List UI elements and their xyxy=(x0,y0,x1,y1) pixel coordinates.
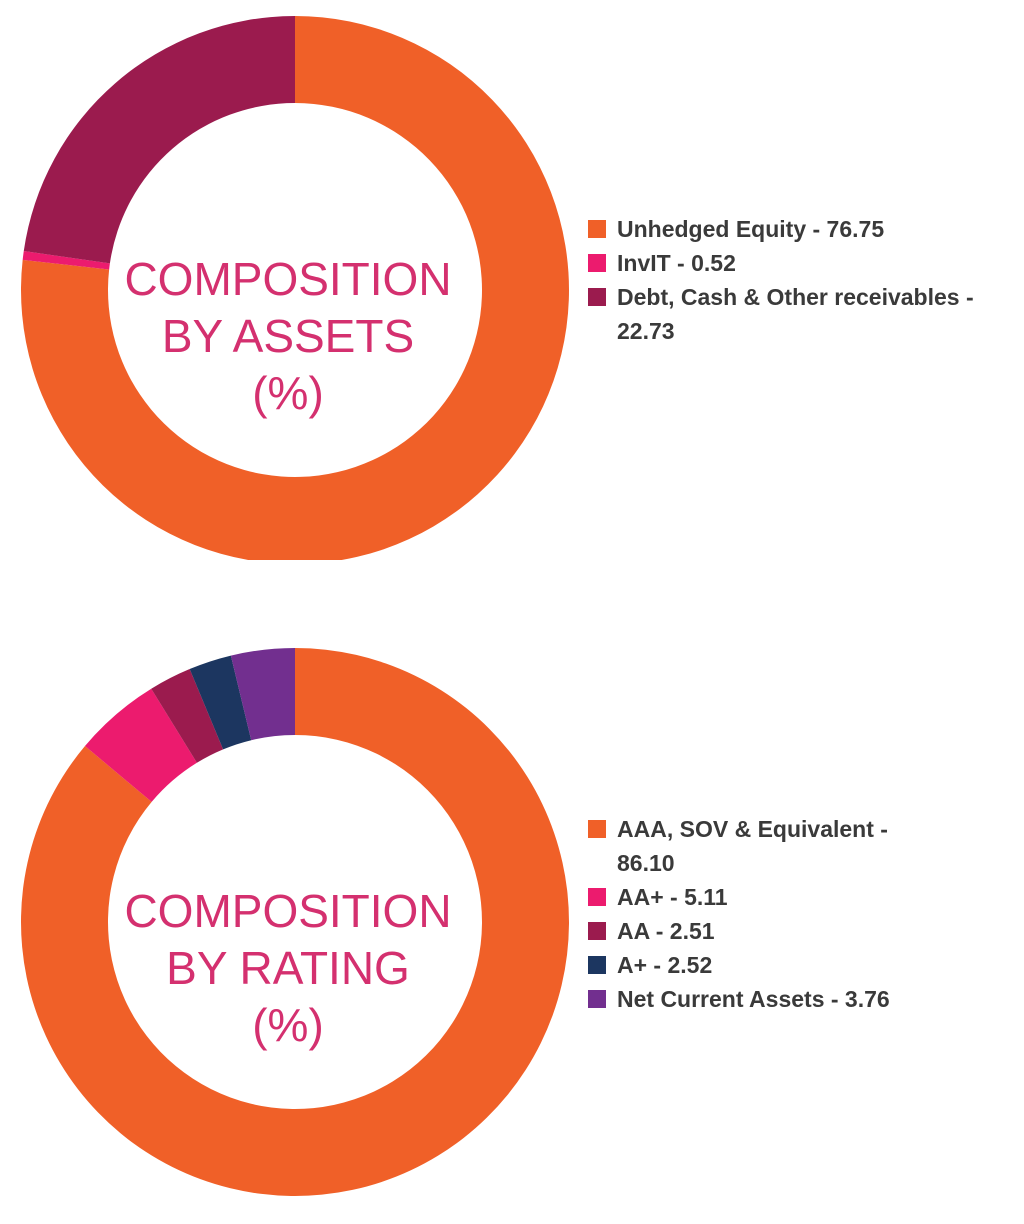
center-title-line: BY ASSETS xyxy=(162,310,414,362)
legend-label: Unhedged Equity - 76.75 xyxy=(617,216,885,242)
legend-swatch xyxy=(588,288,606,306)
legend-item: Net Current Assets - 3.76 xyxy=(588,982,948,1016)
legend-label: Net Current Assets - 3.76 xyxy=(617,986,890,1012)
legend-label: InvIT - 0.52 xyxy=(617,250,736,276)
center-title-line: COMPOSITION xyxy=(124,885,451,937)
center-title-line: COMPOSITION xyxy=(124,253,451,305)
legend-item: Debt, Cash & Other receivables - 22.73 xyxy=(588,280,1018,348)
assets-composition-chart: COMPOSITION BY ASSETS (%) Unhedged Equit… xyxy=(0,0,1024,560)
legend-label: Debt, Cash & Other receivables - 22.73 xyxy=(617,284,974,344)
legend-label: AAA, SOV & Equivalent - 86.10 xyxy=(617,816,888,876)
assets-legend: Unhedged Equity - 76.75 InvIT - 0.52 Deb… xyxy=(588,212,1018,348)
donut-slice xyxy=(189,655,252,750)
legend-label: AA+ - 5.11 xyxy=(617,884,728,910)
rating-composition-chart: COMPOSITION BY RATING (%) AAA, SOV & Equ… xyxy=(0,632,1024,1196)
legend-swatch xyxy=(588,220,606,238)
donut-slice xyxy=(23,16,295,264)
legend-swatch xyxy=(588,820,606,838)
legend-item: AA - 2.51 xyxy=(588,914,948,948)
donut-slice xyxy=(21,16,569,560)
legend-swatch xyxy=(588,990,606,1008)
legend-swatch xyxy=(588,922,606,940)
legend-item: AA+ - 5.11 xyxy=(588,880,948,914)
donut-slice xyxy=(22,251,110,270)
donut-slice xyxy=(84,688,197,802)
legend-label: A+ - 2.52 xyxy=(617,952,713,978)
donut-slice xyxy=(20,648,569,1196)
legend-item: AAA, SOV & Equivalent - 86.10 xyxy=(588,812,948,880)
center-title-line: (%) xyxy=(252,999,324,1051)
legend-label: AA - 2.51 xyxy=(617,918,715,944)
donut-slice xyxy=(151,669,224,763)
center-title-line: (%) xyxy=(252,367,324,419)
rating-donut-chart: COMPOSITION BY RATING (%) xyxy=(20,648,569,1196)
legend-item: A+ - 2.52 xyxy=(588,948,948,982)
assets-donut-chart: COMPOSITION BY ASSETS (%) xyxy=(21,16,569,560)
legend-swatch xyxy=(588,956,606,974)
legend-swatch xyxy=(588,888,606,906)
legend-item: InvIT - 0.52 xyxy=(588,246,1018,280)
donut-slice xyxy=(230,648,295,741)
center-title-line: BY RATING xyxy=(166,942,410,994)
legend-item: Unhedged Equity - 76.75 xyxy=(588,212,1018,246)
rating-legend: AAA, SOV & Equivalent - 86.10 AA+ - 5.11… xyxy=(588,812,948,1016)
legend-swatch xyxy=(588,254,606,272)
